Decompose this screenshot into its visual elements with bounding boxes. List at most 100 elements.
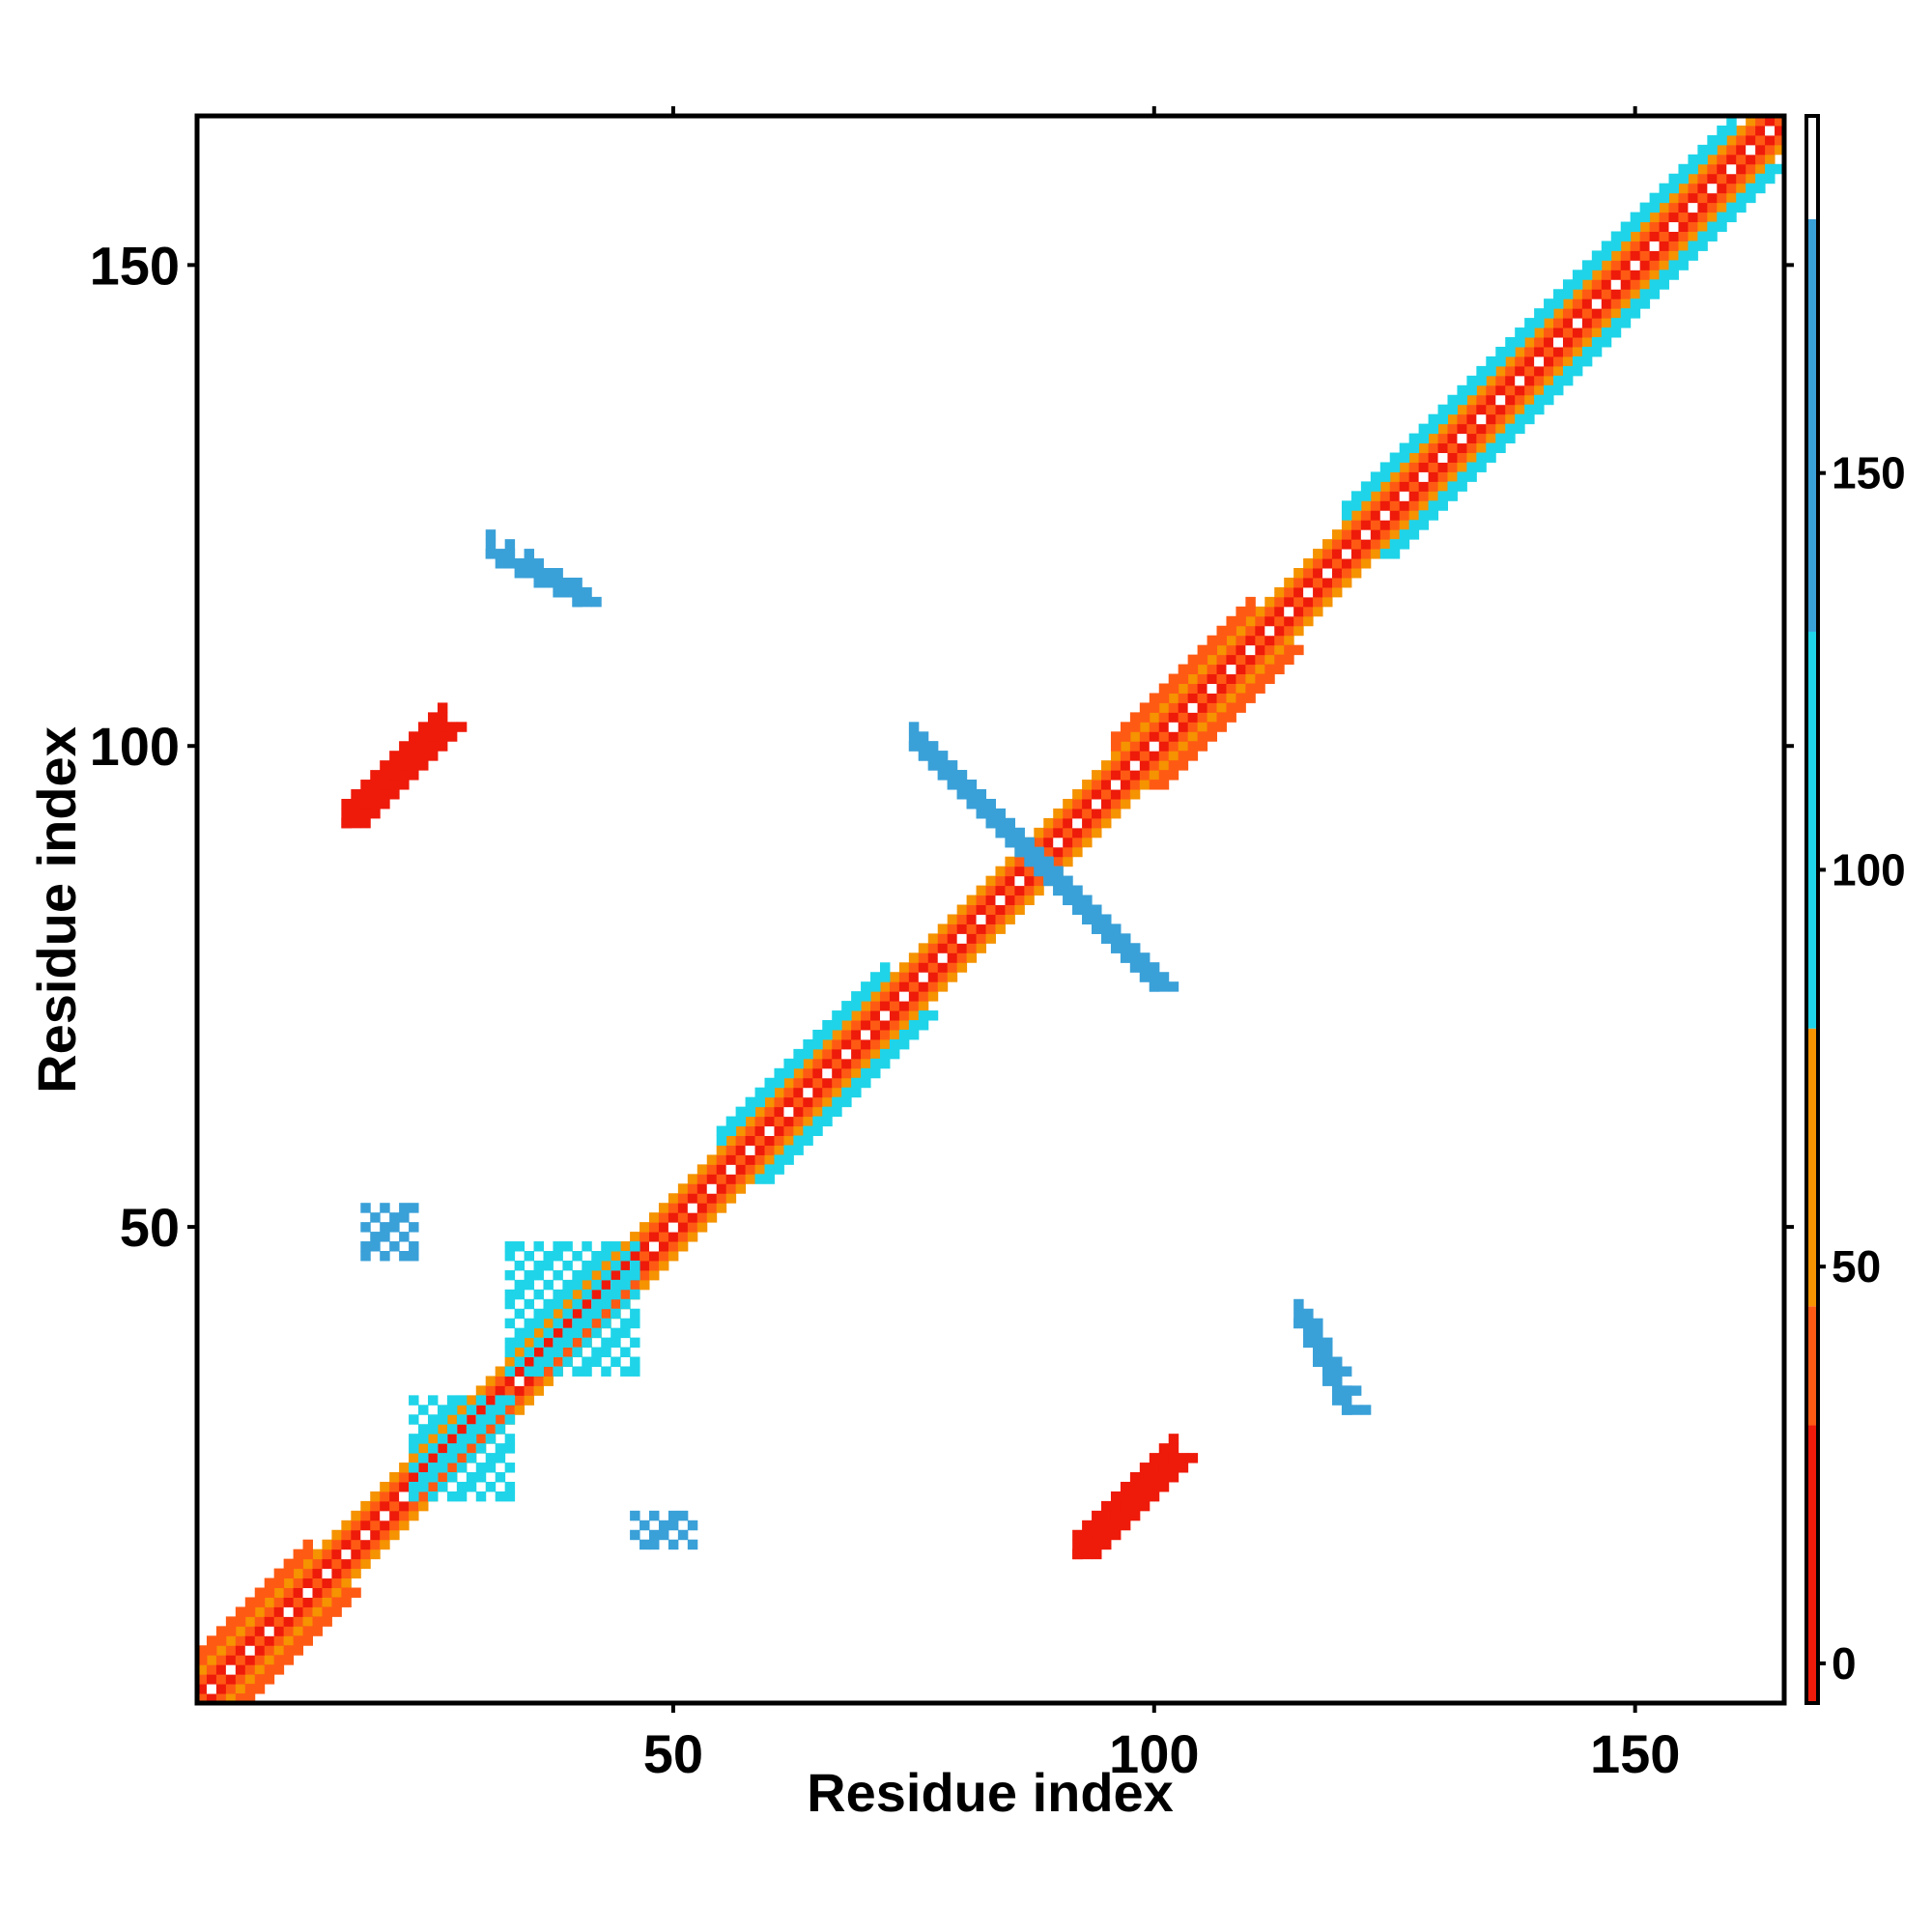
- heatmap-cell: [456, 1434, 468, 1444]
- heatmap-cell: [1341, 1366, 1352, 1377]
- heatmap-cell: [466, 1395, 477, 1406]
- heatmap-cell: [1707, 134, 1718, 146]
- heatmap-cell: [1755, 116, 1766, 127]
- heatmap-cell: [514, 1289, 526, 1300]
- heatmap-cell: [562, 586, 573, 598]
- heatmap-cell: [283, 1616, 295, 1627]
- heatmap-cell: [1341, 539, 1352, 550]
- heatmap-cell: [1264, 635, 1275, 646]
- heatmap-cell: [197, 1664, 208, 1675]
- heatmap-cell: [687, 1520, 698, 1531]
- heatmap-cell: [783, 1154, 794, 1165]
- heatmap-cell: [582, 1260, 592, 1271]
- heatmap-cell: [1264, 596, 1275, 608]
- colorbar-tick-label: 100: [1832, 844, 1906, 895]
- heatmap-cell: [1303, 596, 1314, 608]
- heatmap-cell: [1466, 404, 1477, 415]
- heatmap-cell: [1322, 558, 1333, 569]
- heatmap-cell: [1274, 654, 1285, 666]
- heatmap-cell: [1534, 308, 1545, 319]
- heatmap-cell: [956, 933, 968, 944]
- heatmap-cell: [1274, 606, 1285, 617]
- heatmap-cell: [206, 1664, 217, 1675]
- heatmap-cell: [1755, 144, 1766, 156]
- heatmap-cell: [1120, 1481, 1131, 1492]
- heatmap-cell: [1216, 664, 1227, 675]
- heatmap-cell: [803, 1096, 813, 1108]
- heatmap-cell: [1437, 481, 1448, 492]
- heatmap-cell: [1313, 558, 1323, 569]
- heatmap-cell: [302, 1606, 313, 1617]
- heatmap-cell: [1082, 1539, 1093, 1550]
- heatmap-cell: [485, 1385, 497, 1396]
- heatmap-cell: [553, 586, 563, 598]
- heatmap-cell: [1293, 577, 1304, 588]
- heatmap-cell: [956, 943, 968, 953]
- heatmap-cell: [620, 1260, 631, 1271]
- heatmap-cell: [1024, 895, 1035, 906]
- heatmap-cell: [1024, 866, 1035, 877]
- heatmap-cell: [1399, 452, 1410, 463]
- heatmap-cell: [861, 1010, 871, 1021]
- heatmap-cell: [601, 1366, 611, 1377]
- heatmap-cell: [1639, 212, 1651, 223]
- x-tick-label: 150: [1590, 1723, 1680, 1784]
- heatmap-cell: [1043, 875, 1054, 887]
- heatmap-cell: [351, 808, 361, 819]
- heatmap-cell: [937, 981, 949, 992]
- heatmap-cell: [504, 1298, 516, 1310]
- heatmap-cell: [995, 808, 1006, 819]
- heatmap-cell: [1486, 394, 1496, 406]
- heatmap-cell: [543, 1366, 554, 1377]
- heatmap-cell: [1303, 1318, 1314, 1329]
- heatmap-cell: [533, 577, 544, 588]
- heatmap-cell: [774, 1154, 784, 1165]
- heatmap-cell: [380, 1481, 390, 1492]
- heatmap-cell: [533, 1385, 544, 1396]
- heatmap-cell: [514, 1385, 526, 1396]
- heatmap-cell: [918, 1001, 929, 1011]
- heatmap-cell: [1495, 442, 1506, 454]
- heatmap-cell: [1360, 549, 1372, 559]
- heatmap-cell: [1226, 693, 1236, 703]
- heatmap-cell: [1668, 183, 1679, 194]
- heatmap-cell: [1178, 731, 1189, 742]
- heatmap-cell: [351, 1568, 361, 1579]
- heatmap-cell: [1717, 125, 1727, 136]
- heatmap-cell: [1447, 491, 1458, 501]
- heatmap-cell: [1726, 173, 1737, 185]
- heatmap-cell: [1678, 173, 1689, 185]
- heatmap-cell: [1765, 154, 1776, 165]
- heatmap-cell: [1293, 596, 1304, 608]
- heatmap-cell: [1360, 491, 1372, 501]
- heatmap-cell: [1524, 384, 1535, 396]
- heatmap-cell: [1726, 163, 1737, 175]
- heatmap-cell: [553, 1308, 563, 1320]
- heatmap-cell: [254, 1655, 266, 1665]
- heatmap-cell: [495, 1491, 506, 1502]
- heatmap-cell: [1274, 586, 1285, 598]
- heatmap-cell: [1158, 741, 1170, 752]
- heatmap-cell: [409, 760, 419, 771]
- heatmap-cell: [1697, 183, 1708, 194]
- heatmap-cell: [427, 1443, 439, 1454]
- heatmap-cell: [1072, 1548, 1083, 1560]
- heatmap-cell: [215, 1693, 227, 1704]
- heatmap-cell: [1447, 481, 1458, 492]
- heatmap-cell: [812, 1077, 823, 1089]
- heatmap-cell: [1168, 1453, 1179, 1463]
- heatmap-cell: [783, 1125, 794, 1137]
- heatmap-cell: [1610, 270, 1622, 280]
- heatmap-cell: [1553, 355, 1564, 367]
- heatmap-cell: [822, 1087, 833, 1098]
- heatmap-cell: [841, 1087, 852, 1098]
- heatmap-cell: [504, 1241, 516, 1252]
- heatmap-cell: [380, 780, 390, 790]
- heatmap-cell: [446, 1463, 458, 1473]
- heatmap-cell: [1120, 798, 1131, 810]
- heatmap-cell: [1024, 837, 1035, 848]
- heatmap-cell: [1601, 289, 1612, 299]
- heatmap-cell: [1486, 452, 1496, 463]
- heatmap-cell: [851, 1087, 862, 1098]
- heatmap-cell: [1408, 520, 1420, 530]
